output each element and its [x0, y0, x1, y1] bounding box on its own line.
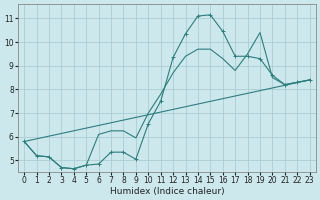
- X-axis label: Humidex (Indice chaleur): Humidex (Indice chaleur): [109, 187, 224, 196]
